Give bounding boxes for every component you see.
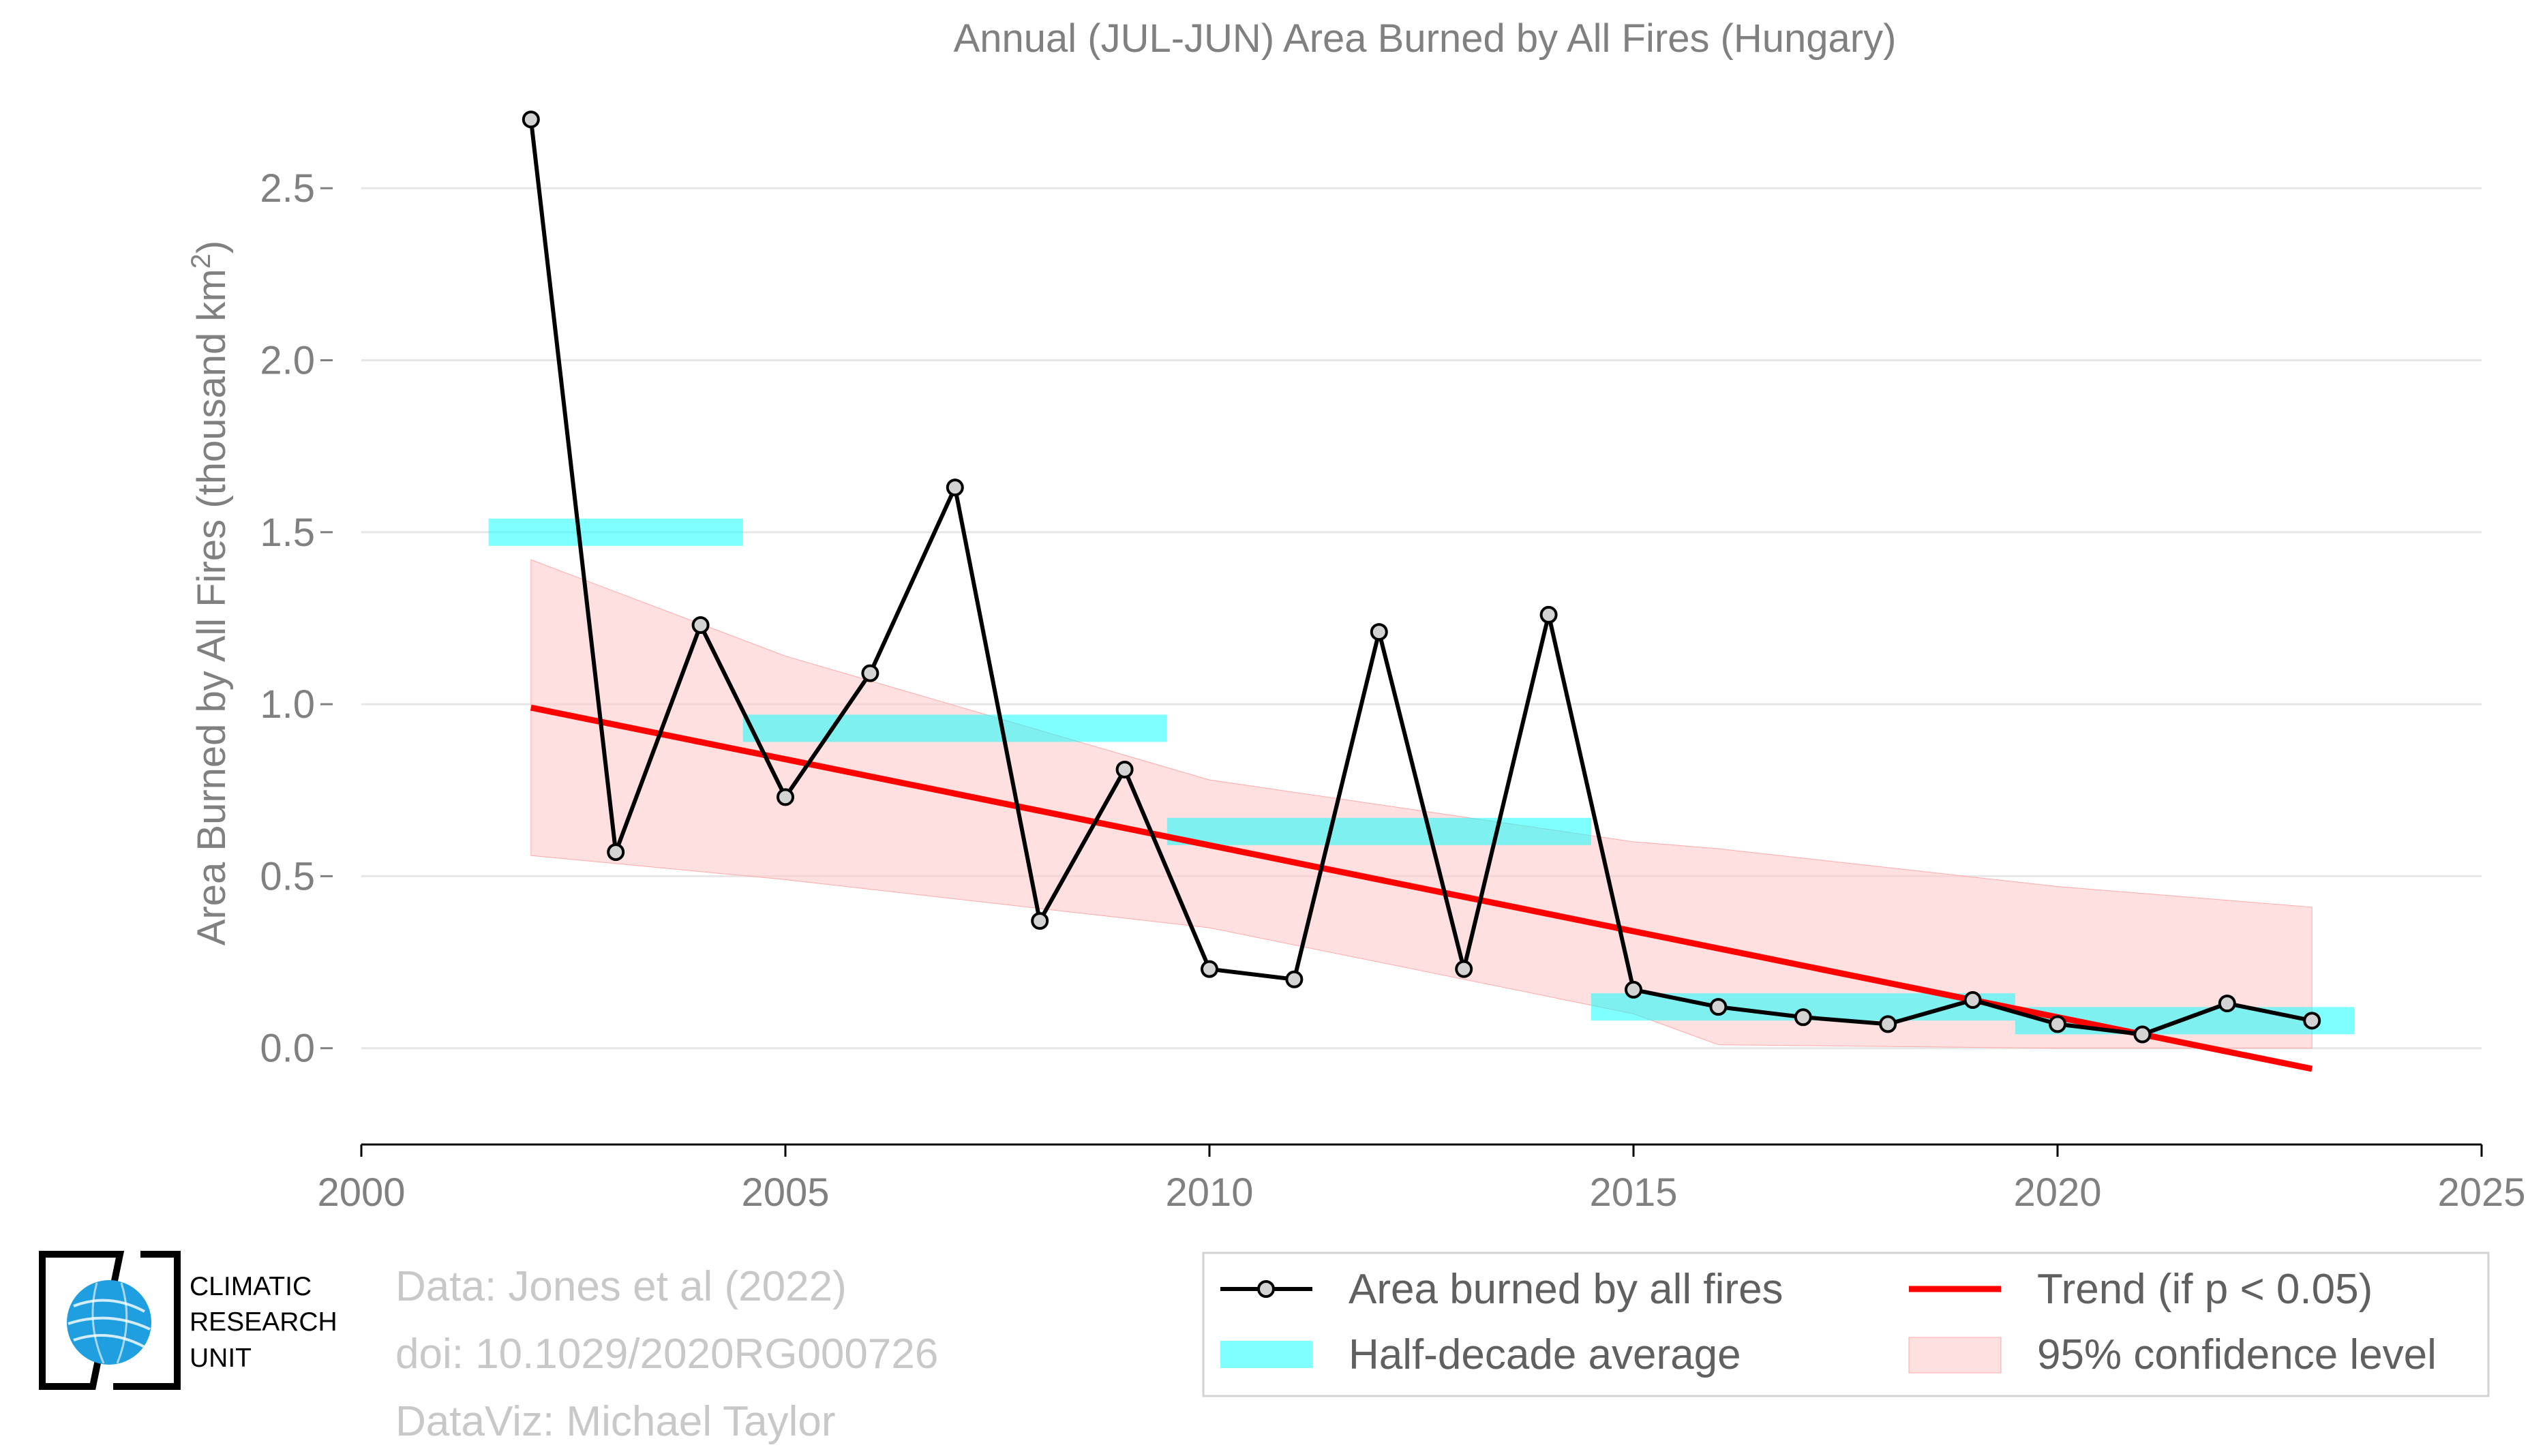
legend-series-marker: [1257, 1280, 1275, 1298]
y-tick-label: 0.5: [260, 854, 315, 898]
data-point: [607, 843, 625, 862]
credit-data-source: Data: Jones et al (2022): [395, 1263, 847, 1310]
legend-confidence-label: 95% confidence level: [2037, 1331, 2437, 1378]
data-point: [1709, 998, 1728, 1016]
legend: Area burned by all fires Trend (if p < 0…: [1202, 1252, 2490, 1397]
y-axis-label-end: ): [190, 241, 234, 254]
legend-confidence-swatch: [1908, 1337, 2002, 1374]
half-decade-bars: [488, 518, 2355, 1035]
data-point: [861, 664, 879, 682]
data-point: [1625, 980, 1642, 999]
y-axis-ticks: 0.0 0.5 1.0 1.5 2.0 2.5: [260, 166, 333, 1071]
half-decade-bar: [742, 714, 1167, 742]
data-credits: Data: Jones et al (2022) doi: 10.1029/20…: [395, 1253, 938, 1456]
data-point: [1031, 911, 1049, 930]
data-point: [1879, 1015, 1897, 1033]
data-point: [1285, 970, 1304, 988]
data-point: [1794, 1008, 1812, 1027]
y-tick-label: 1.5: [260, 511, 315, 555]
logo-line-3: UNIT: [190, 1343, 252, 1373]
y-axis-label: Area Burned by All Fires (thousand km2): [186, 241, 234, 946]
data-point: [946, 479, 964, 497]
x-tick-label: 2020: [2013, 1170, 2101, 1215]
series-points: [522, 110, 2321, 1044]
y-tick-label: 0.0: [260, 1027, 315, 1071]
globe-icon: [67, 1280, 151, 1365]
credit-doi: doi: 10.1029/2020RG000726: [395, 1331, 939, 1378]
data-point: [2049, 1015, 2066, 1033]
trend-line-group: [530, 704, 2313, 1072]
x-tick-label: 2000: [317, 1170, 405, 1215]
data-point: [1370, 623, 1388, 641]
legend-trend-label: Trend (if p < 0.05): [2037, 1266, 2373, 1313]
half-decade-bar: [1166, 817, 1591, 845]
y-tick-label: 2.0: [260, 338, 315, 382]
cru-logo: CLIMATIC RESEARCH UNIT: [38, 1250, 365, 1407]
legend-half-decade-swatch: [1220, 1341, 1312, 1368]
data-point: [2133, 1025, 2152, 1044]
legend-series-label: Area burned by all fires: [1349, 1266, 1783, 1313]
y-tick-label: 2.5: [260, 166, 315, 211]
x-tick-label: 2010: [1165, 1170, 1253, 1215]
data-point: [1455, 960, 1473, 978]
x-tick-label: 2025: [2437, 1170, 2525, 1215]
logo-line-1: CLIMATIC: [190, 1272, 312, 1301]
data-point: [691, 616, 710, 635]
data-point: [522, 110, 540, 129]
series-line: [528, 119, 2313, 1037]
data-point: [1115, 760, 1134, 778]
half-decade-bar: [488, 518, 743, 546]
data-point: [1963, 991, 1982, 1010]
logo-frame: [39, 1251, 181, 1390]
confidence-area: [530, 559, 2313, 1049]
x-tick-label: 2015: [1589, 1170, 1677, 1215]
chart-title: Annual (JUL-JUN) Area Burned by All Fire…: [954, 16, 1897, 61]
x-tick-label: 2005: [741, 1170, 829, 1215]
legend-half-decade-label: Half-decade average: [1349, 1331, 1741, 1378]
x-axis-ticks: 2000 2005 2010 2015 2020 2025: [317, 1144, 2526, 1215]
data-point: [777, 788, 794, 806]
confidence-band: [530, 559, 2313, 1049]
y-axis-label-main: Area Burned by All Fires (thousand km: [190, 269, 234, 945]
logo-line-2: RESEARCH: [190, 1307, 337, 1337]
credit-dataviz: DataViz: Michael Taylor: [395, 1398, 836, 1446]
data-point: [1539, 605, 1558, 624]
data-point: [2218, 995, 2236, 1013]
series-line-group: [528, 119, 2313, 1037]
trend-line: [530, 704, 2313, 1072]
y-axis-label-sup: 2: [186, 254, 216, 269]
legend-box: [1202, 1252, 2490, 1397]
data-point: [1201, 960, 1218, 978]
data-point: [2303, 1012, 2321, 1030]
y-tick-label: 1.0: [260, 682, 315, 727]
